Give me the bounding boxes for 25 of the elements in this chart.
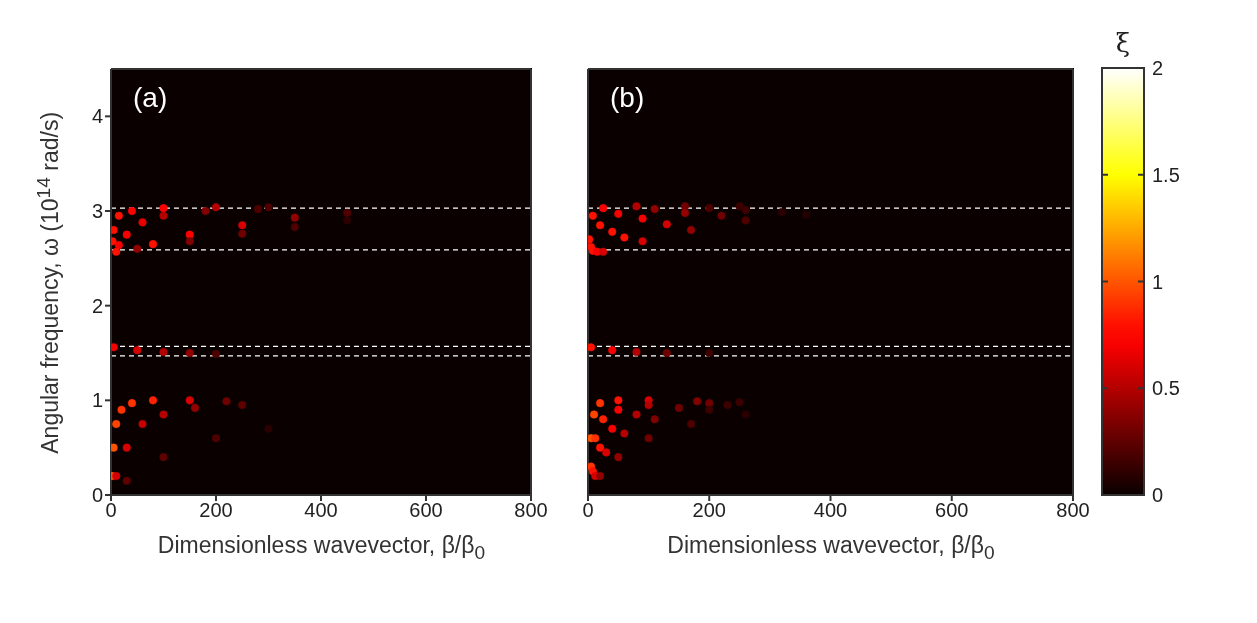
color-bar-label: 1.5 [1152,163,1180,186]
y-tick-label: 1 [91,389,103,412]
annotation: (b) [610,82,645,114]
x-tick-label: 600 [409,499,443,522]
x-tick-label: 400 [304,499,338,522]
color-bar-label: 2 [1152,57,1164,79]
x-tick-label: 200 [692,499,726,522]
y-tick-label: 0 [91,484,103,507]
x-tick-label: 0 [582,499,594,522]
color-bar-title: ξ [1115,28,1131,58]
y-tick-label: 4 [91,105,103,128]
color-bar-label: 0.5 [1152,377,1180,400]
x-tick-label: 400 [813,499,848,522]
color-bar-label: 0 [1152,484,1164,506]
annotation: (a) [133,82,168,114]
color-bar-label: 1 [1152,270,1164,293]
y-tick-label: 2 [91,294,103,317]
y-tick-label: 3 [91,200,103,223]
x-tick-label: 600 [935,499,969,522]
x-tick-label: 800 [1056,499,1090,522]
x-axis-title: Dimensionless wavevector, β/β$_{0}$ [666,532,996,564]
x-tick-label: 0 [105,499,117,522]
x-axis-title: Dimensionless wavevector, β/β$_{0}$ [156,532,487,564]
x-tick-label: 200 [199,499,233,522]
x-tick-label: 800 [514,499,548,522]
